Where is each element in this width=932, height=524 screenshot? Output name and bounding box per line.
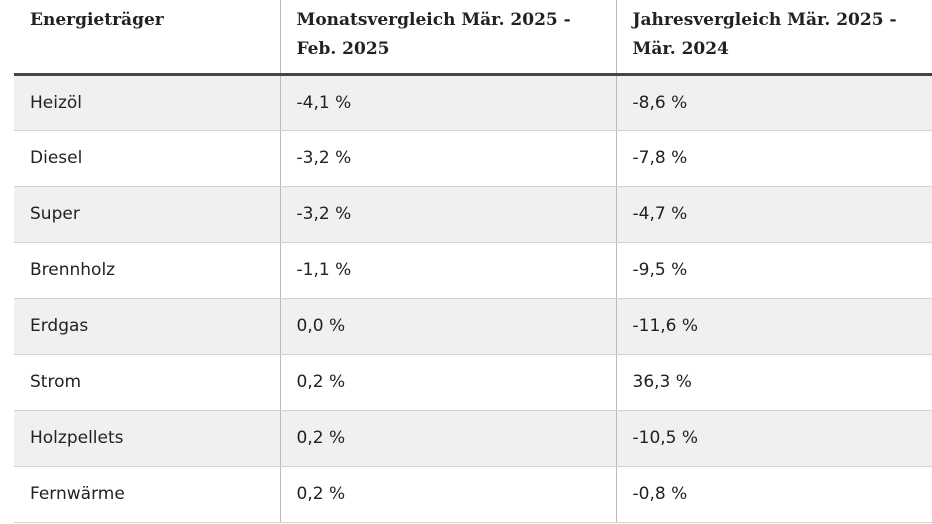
energy-source: Holzpellets: [14, 410, 280, 467]
change-cell: -0,8 %: [615, 466, 932, 523]
table-row: Erdgas 0,0 % -11,6 %: [14, 298, 932, 355]
table-row: Brennholz -1,1 % -9,5 %: [14, 242, 932, 299]
change-cell: 0,0 %: [279, 298, 616, 355]
table-row: Super -3,2 % -4,7 %: [14, 186, 932, 243]
change-cell: -8,6 %: [615, 74, 932, 131]
table-row: Holzpellets 0,2 % -10,5 %: [14, 410, 932, 467]
change-cell: -1,1 %: [279, 242, 616, 299]
change-cell: 0,2 %: [279, 410, 616, 467]
energy-source: Brennholz: [14, 242, 280, 299]
change-cell: 36,3 %: [615, 354, 932, 411]
change-cell: -10,5 %: [615, 410, 932, 467]
table-body: Heizöl -4,1 % -8,6 % Diesel -3,2 % -7,8 % Supe…: [14, 74, 932, 523]
change-cell: -9,5 %: [615, 242, 932, 299]
change-cell: 0,2 %: [279, 354, 616, 411]
column-header: Jahresvergleich Mär. 2025 - Mär. 2024: [615, 0, 932, 76]
table-row: Diesel -3,2 % -7,8 %: [14, 130, 932, 187]
table-row: Strom 0,2 % 36,3 %: [14, 354, 932, 411]
table-row: Fernwärme 0,2 % -0,8 %: [14, 466, 932, 523]
energy-source: Erdgas: [14, 298, 280, 355]
energy-source: Diesel: [14, 130, 280, 187]
change-cell: -4,7 %: [615, 186, 932, 243]
energy-source: Super: [14, 186, 280, 243]
change-cell: -7,8 %: [615, 130, 932, 187]
column-header: Monatsvergleich Mär. 2025 - Feb. 2025: [279, 0, 616, 76]
energy-source: Heizöl: [14, 74, 280, 131]
change-cell: -3,2 %: [279, 186, 616, 243]
energy-table: Energieträger Monatsvergleich Mär. 2025 -…: [14, 0, 932, 523]
change-cell: -3,2 %: [279, 130, 616, 187]
change-cell: 0,2 %: [279, 466, 616, 523]
header-row: Energieträger Monatsvergleich Mär. 2025 -…: [14, 0, 932, 76]
change-cell: -11,6 %: [615, 298, 932, 355]
energy-source: Strom: [14, 354, 280, 411]
table-row: Heizöl -4,1 % -8,6 %: [14, 74, 932, 131]
energy-source: Fernwärme: [14, 466, 280, 523]
change-cell: -4,1 %: [279, 74, 616, 131]
column-header: Energieträger: [14, 0, 280, 76]
